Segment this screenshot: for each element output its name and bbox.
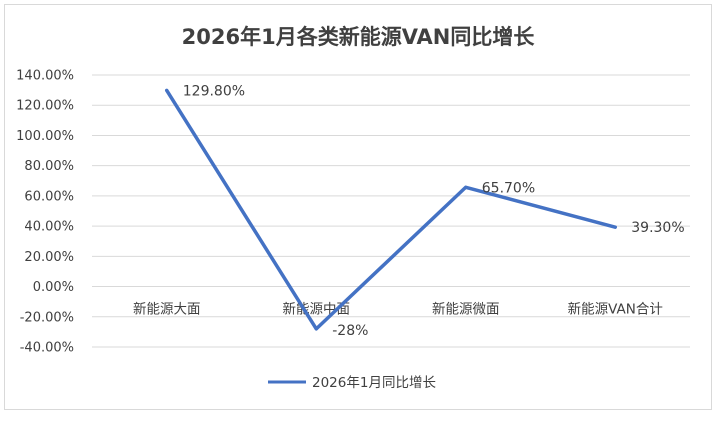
y-tick-label: 40.00%	[24, 220, 74, 235]
series-layer	[165, 88, 617, 331]
chart-title: 2026年1月各类新能源VAN同比增长	[182, 25, 536, 49]
series-line	[165, 88, 617, 331]
data-point	[314, 327, 318, 331]
x-category-label: 新能源微面	[432, 302, 500, 318]
y-tick-label: 60.00%	[24, 189, 74, 204]
data-label: -28%	[332, 323, 368, 339]
gridlines	[92, 74, 690, 348]
legend: 2026年1月同比增长	[268, 375, 436, 391]
data-point	[613, 225, 617, 229]
y-tick-label: 20.00%	[24, 250, 74, 265]
data-point	[464, 185, 468, 189]
x-axis-category-labels: 新能源大面 新能源中面 新能源微面 新能源VAN合计	[133, 302, 663, 318]
data-point	[165, 88, 169, 92]
data-labels: 129.80% -28% 65.70% 39.30%	[183, 83, 685, 338]
y-tick-label: 0.00%	[33, 280, 74, 295]
chart-area	[4, 4, 712, 410]
y-tick-label: 100.00%	[16, 129, 74, 144]
y-axis-tick-labels: 140.00% 120.00% 100.00% 80.00% 60.00% 40.00% 2…	[16, 69, 74, 356]
x-category-label: 新能源中面	[283, 302, 351, 318]
x-category-label: 新能源大面	[133, 302, 201, 318]
data-label: 129.80%	[183, 83, 245, 99]
data-label: 39.30%	[631, 220, 684, 236]
y-tick-label: -20.00%	[20, 310, 74, 325]
y-tick-label: 140.00%	[16, 69, 74, 84]
y-tick-label: 120.00%	[16, 99, 74, 114]
data-label: 65.70%	[482, 180, 535, 196]
legend-label: 2026年1月同比增长	[312, 375, 436, 391]
y-tick-label: 80.00%	[24, 159, 74, 174]
y-tick-label: -40.00%	[20, 341, 74, 356]
x-category-label: 新能源VAN合计	[568, 302, 663, 318]
